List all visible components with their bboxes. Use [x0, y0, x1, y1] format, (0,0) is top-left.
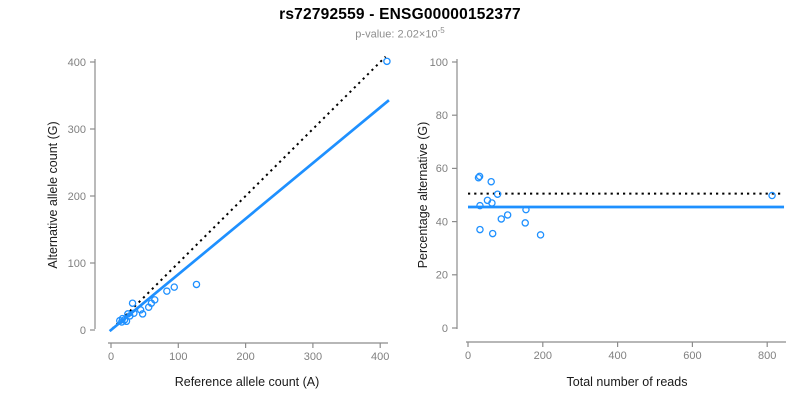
data-point [128, 299, 137, 307]
data-point [487, 177, 495, 186]
x-tick-label: 200 [534, 350, 552, 362]
data-point [192, 280, 201, 289]
data-point [383, 57, 391, 66]
data-point [474, 173, 483, 182]
regression-line [108, 99, 390, 333]
data-point [130, 309, 138, 317]
right-scatter-plot: 0 20 40 60 80 100 0 200 400 600 800 Total number of… [416, 57, 786, 389]
x-tick-label: 600 [683, 350, 701, 362]
x-tick-label: 100 [169, 351, 187, 363]
x-tick-label: 300 [304, 351, 322, 363]
y-tick-label: 0 [80, 325, 86, 337]
data-point [138, 310, 147, 318]
data-point [497, 215, 506, 223]
pvalue-base: p-value: 2.02×10 [355, 28, 438, 41]
data-point [488, 229, 497, 238]
data-point [493, 190, 502, 198]
y-tick-label: 0 [442, 323, 448, 335]
x-tick-label: 400 [371, 351, 389, 363]
x-tick-label: 200 [236, 351, 254, 363]
data-point [476, 201, 484, 210]
data-point [768, 191, 776, 200]
data-point [488, 199, 496, 207]
y-tick-label: 300 [68, 124, 86, 136]
page-title: rs72792559 - ENSG00000152377 [279, 6, 521, 23]
data-point [122, 317, 131, 326]
x-tick-label: 0 [465, 350, 471, 362]
x-axis-title: Reference allele count (A) [175, 375, 320, 389]
y-tick-label: 100 [430, 57, 448, 69]
data-point [170, 283, 179, 291]
y-axis-title: Alternative allele count (G) [46, 121, 60, 268]
x-tick-label: 400 [608, 350, 626, 362]
pvalue-subtitle: p-value: 2.02×10-5 [0, 26, 800, 41]
identity-line [111, 55, 387, 330]
pvalue-exponent: -5 [437, 26, 445, 35]
y-tick-label: 20 [436, 270, 448, 282]
data-point [503, 211, 512, 219]
x-axis-title: Total number of reads [567, 375, 688, 389]
x-tick-label: 0 [108, 351, 114, 363]
left-scatter-plot: 0 100 200 300 400 0 100 200 300 400 Reference alle… [46, 55, 391, 389]
data-point [150, 296, 159, 304]
y-tick-label: 40 [436, 216, 448, 228]
y-tick-label: 60 [436, 163, 448, 175]
y-axis-title: Percentage alternative (G) [416, 122, 430, 269]
data-point [521, 219, 529, 227]
y-tick-label: 100 [68, 258, 86, 270]
data-point [163, 287, 171, 295]
x-tick-label: 800 [758, 350, 776, 362]
y-tick-label: 200 [68, 191, 86, 203]
data-point [536, 231, 545, 239]
data-point [476, 225, 484, 234]
data-point [136, 306, 145, 314]
y-tick-label: 80 [436, 110, 448, 122]
y-tick-label: 400 [68, 57, 86, 69]
data-point [522, 205, 530, 214]
data-point [475, 172, 484, 181]
